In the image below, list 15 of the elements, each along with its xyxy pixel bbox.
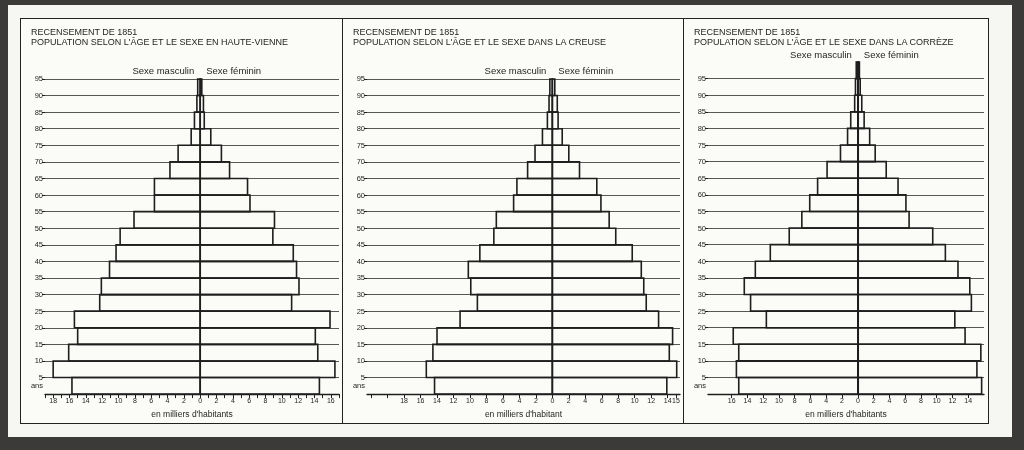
x-axis-title: en milliers d'habitants [805,408,887,419]
series-label: Sexe masculin [484,65,547,77]
series-label: Sexe masculin [790,48,852,60]
chart-subtitle: POPULATION SELON L'ÂGE ET LE SEXE DANS LA CORRÈZE [694,36,954,47]
chart-title: RECENSEMENT DE 1851 [353,26,460,37]
series-label: Sexe masculin [132,65,195,77]
chart-title: RECENSEMENT DE 1851 [31,26,138,37]
chart-subtitle: POPULATION SELON L'ÂGE ET LE SEXE EN HAUTE-VIENNE [31,36,288,47]
series-label: Sexe féminin [558,65,614,77]
series-label: Sexe féminin [206,65,262,77]
chart-subtitle: POPULATION SELON L'ÂGE ET LE SEXE DANS LA CREUSE [353,36,606,47]
series-label: Sexe féminin [863,48,919,60]
chart-title: RECENSEMENT DE 1851 [694,26,801,37]
x-axis-title: en milliers d'habitants [151,408,233,419]
x-axis-title: en milliers d'habitant [484,408,563,419]
